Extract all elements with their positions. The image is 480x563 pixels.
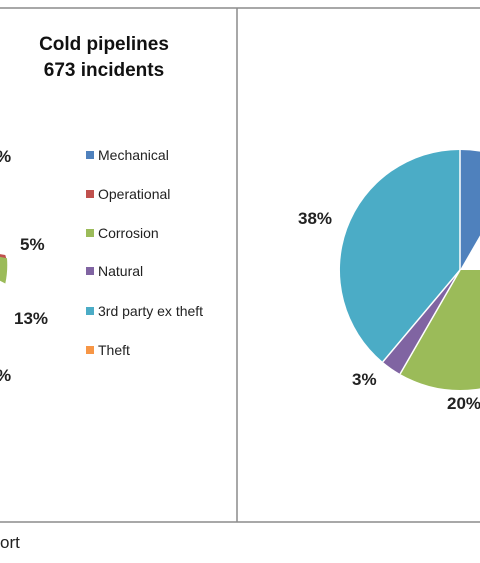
- right-pie-label-corrosion: 20%: [447, 394, 480, 413]
- legend-swatch-theft: [86, 346, 94, 354]
- right-pie-label-third-party: 38%: [298, 209, 332, 228]
- right-pie: [339, 150, 480, 391]
- legend-label-theft: Theft: [98, 342, 130, 358]
- chart-title-line-1: Cold pipelines: [39, 34, 169, 55]
- legend-label-third-party: 3rd party ex theft: [98, 303, 203, 319]
- footer-caption: ort: [0, 533, 20, 552]
- legend-label-operational: Operational: [98, 186, 170, 202]
- left-pie-label-bottom: %: [0, 366, 11, 385]
- legend-label-natural: Natural: [98, 263, 143, 279]
- legend-swatch-mechanical: [86, 151, 94, 159]
- right-pie-label-natural: 3%: [352, 370, 377, 389]
- legend-swatch-corrosion: [86, 229, 94, 237]
- left-panel: [0, 7, 238, 523]
- right-pie-slice-natural: [382, 270, 460, 374]
- legend-swatch-third-party: [86, 307, 94, 315]
- left-pie-label-operational: 5%: [20, 235, 45, 254]
- legend-label-corrosion: Corrosion: [98, 225, 159, 241]
- right-pie-separator-corrosion-natural: [399, 269, 461, 375]
- right-pie-slice-corrosion: [400, 270, 480, 391]
- right-pie-separator-natural-third-party: [382, 269, 461, 363]
- left-pie-slice-corrosion: [0, 256, 8, 284]
- left-pie-label-corrosion: 13%: [14, 309, 48, 328]
- right-pie-slice-mechanical: [460, 150, 480, 270]
- right-pie-slice-third-party: [339, 150, 460, 362]
- legend-label-mechanical: Mechanical: [98, 147, 169, 163]
- legend-swatch-natural: [86, 267, 94, 275]
- chart-title-line-2: 673 incidents: [44, 60, 164, 81]
- legend-swatch-operational: [86, 190, 94, 198]
- right-panel: [237, 7, 480, 523]
- left-pie-label-top: %: [0, 147, 11, 166]
- legend: Mechanical Operational Corrosion Natural…: [86, 147, 203, 358]
- left-pie: [0, 254, 8, 284]
